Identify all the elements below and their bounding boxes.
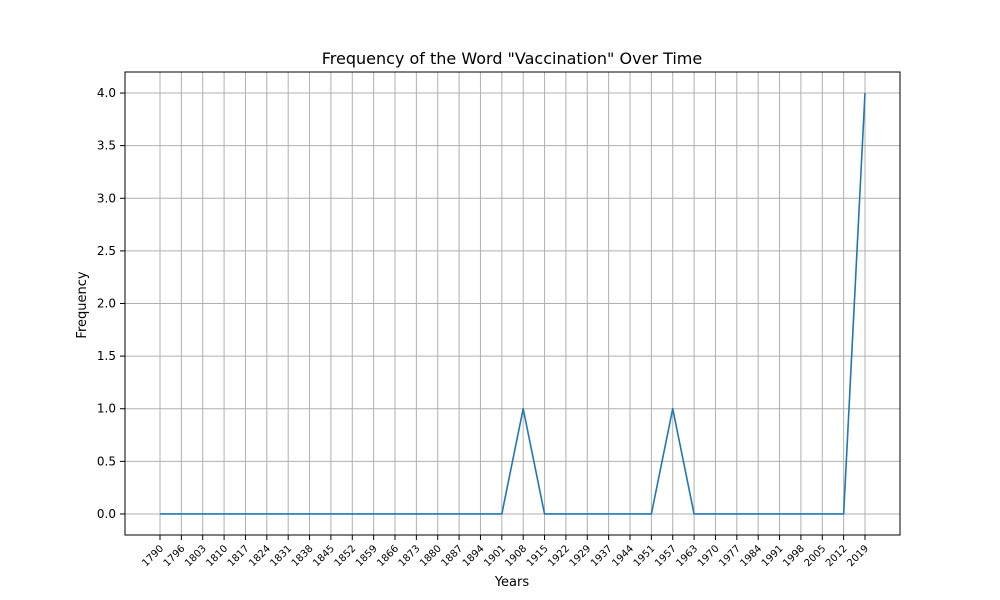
y-tick-label: 1.5 (97, 349, 116, 363)
x-axis-label: Years (494, 575, 530, 590)
series-layer (160, 93, 866, 515)
y-tick-label: 3.5 (97, 139, 116, 153)
y-tick-label: 2.5 (97, 244, 116, 258)
y-tick-label: 3.0 (97, 191, 116, 205)
y-tick-label: 0.5 (97, 454, 116, 468)
y-tick-label: 2.0 (97, 297, 116, 311)
y-axis: 0.0 0.5 1.0 1.5 2.0 2.5 3.0 3.5 4.0 (97, 86, 125, 521)
y-tick-label: 0.0 (97, 507, 116, 521)
y-tick-label: 4.0 (97, 86, 116, 100)
chart-title: Frequency of the Word "Vaccination" Over… (322, 49, 702, 68)
y-axis-label: Frequency (75, 271, 90, 338)
y-tick-label: 1.0 (97, 402, 116, 416)
series-line (160, 93, 866, 515)
